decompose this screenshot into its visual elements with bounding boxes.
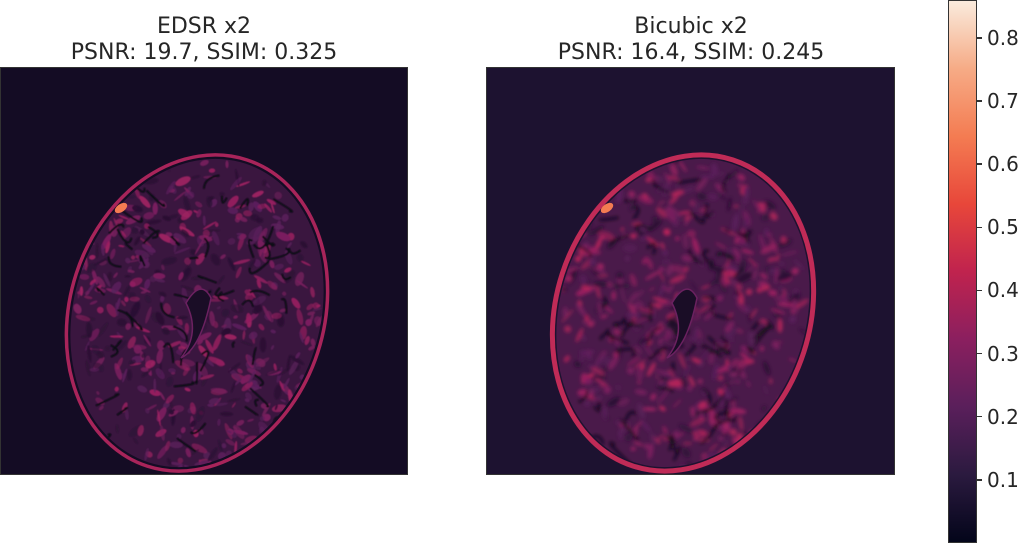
colorbar-tick-label: 0.6 bbox=[987, 152, 1019, 177]
error-map-bicubic bbox=[486, 67, 895, 475]
colorbar bbox=[948, 0, 977, 543]
colorbar-tick-mark bbox=[976, 37, 982, 39]
error-hotspot bbox=[114, 202, 128, 214]
colorbar-tick-mark bbox=[976, 352, 982, 355]
colorbar-tick-mark bbox=[976, 163, 982, 165]
colorbar-tick-label: 0.1 bbox=[987, 467, 1019, 492]
colorbar-tick-mark bbox=[976, 226, 982, 229]
colorbar-tick-mark bbox=[976, 415, 982, 418]
panel-title-edsr: EDSR x2 PSNR: 19.7, SSIM: 0.325 bbox=[0, 14, 408, 66]
skull-boundary bbox=[64, 153, 330, 473]
panel-title-bicubic-line2: PSNR: 16.4, SSIM: 0.245 bbox=[557, 40, 825, 65]
skull-boundary bbox=[549, 152, 817, 474]
panel-title-edsr-line2: PSNR: 19.7, SSIM: 0.325 bbox=[70, 40, 338, 65]
panel-title-edsr-line1: EDSR x2 bbox=[156, 14, 252, 39]
colorbar-tick-mark bbox=[976, 100, 982, 102]
error-map-bicubic-image bbox=[487, 68, 894, 474]
colorbar-tick-label: 0.3 bbox=[987, 341, 1019, 366]
colorbar-tick-label: 0.8 bbox=[987, 25, 1019, 50]
error-texture bbox=[561, 154, 809, 469]
error-hotspot bbox=[600, 202, 614, 214]
colorbar-tick-label: 0.5 bbox=[987, 215, 1019, 240]
colorbar-tick-mark bbox=[976, 289, 982, 292]
error-texture bbox=[73, 159, 324, 473]
panel-title-bicubic-line1: Bicubic x2 bbox=[634, 14, 748, 39]
colorbar-tick-label: 0.7 bbox=[987, 89, 1019, 114]
ventricle-region bbox=[180, 288, 212, 359]
error-map-edsr-image bbox=[1, 68, 407, 474]
error-map-edsr bbox=[0, 67, 408, 475]
colorbar-tick-label: 0.4 bbox=[987, 278, 1019, 303]
ventricle-region bbox=[666, 288, 698, 359]
panel-title-bicubic: Bicubic x2 PSNR: 16.4, SSIM: 0.245 bbox=[487, 14, 895, 66]
colorbar-tick-label: 0.2 bbox=[987, 404, 1019, 429]
colorbar-tick-mark bbox=[976, 479, 982, 481]
